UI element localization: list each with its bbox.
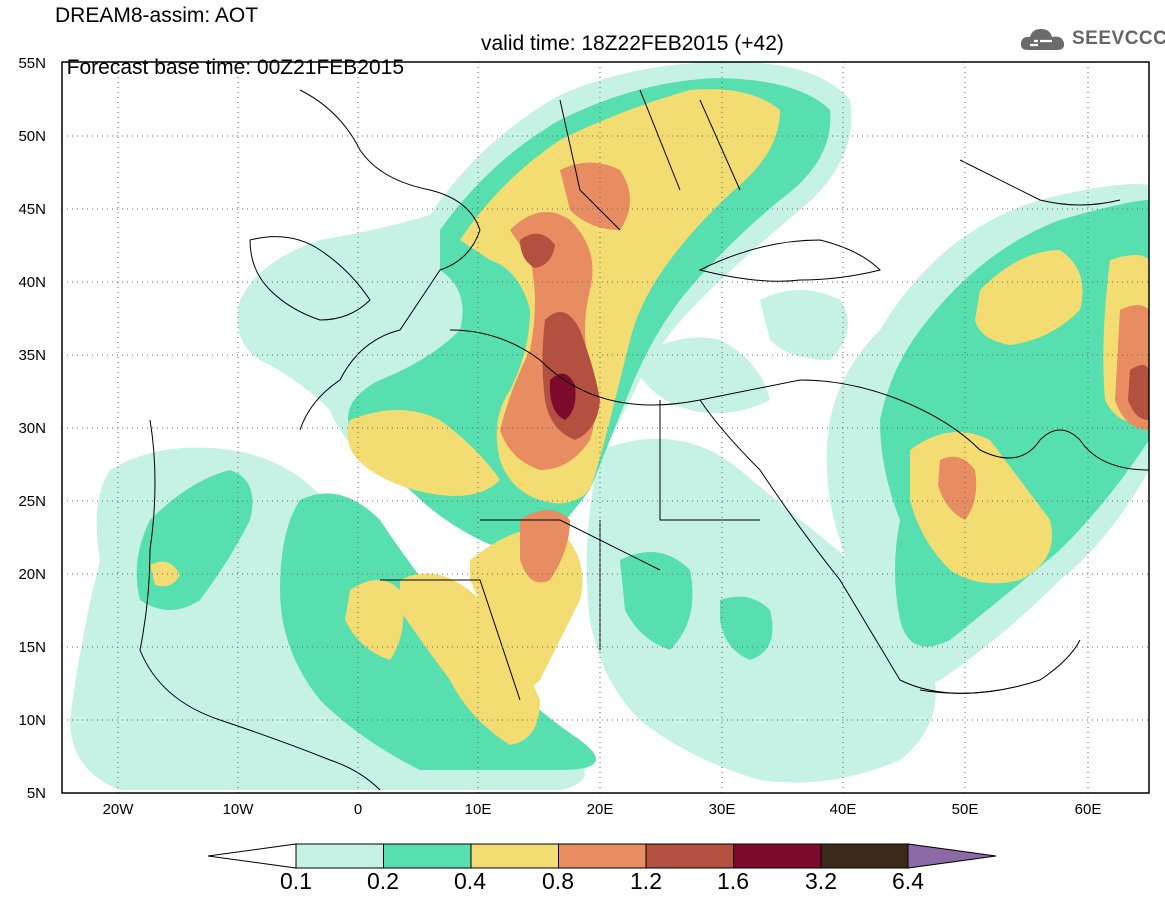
title-line-2: Forecast base time: 00Z21FEB2015 valid t… bbox=[55, 32, 784, 104]
grid bbox=[62, 62, 1149, 793]
lat-tick-label: 15N bbox=[18, 639, 46, 656]
colorbar bbox=[207, 843, 997, 869]
aot-level-1.6 bbox=[549, 373, 576, 420]
lat-tick-label: 10N bbox=[18, 712, 46, 729]
lon-tick-label: 30E bbox=[709, 801, 736, 818]
colorbar-label: 6.4 bbox=[892, 868, 924, 894]
colorbar-label: 0.4 bbox=[454, 868, 486, 894]
colorbar-label: 0.2 bbox=[367, 868, 399, 894]
coastlines bbox=[139, 89, 1149, 791]
title-line-1: DREAM8-assim: AOT bbox=[55, 4, 259, 27]
cloud-icon bbox=[1020, 29, 1065, 50]
lon-tick-label: 20E bbox=[587, 801, 614, 818]
valid-time: valid time: 18Z22FEB2015 (+42) bbox=[481, 32, 784, 55]
lat-axis: 55N 50N 45N 40N 35N 30N 25N 20N 15N 10N … bbox=[18, 55, 46, 802]
colorbar-over-arrow bbox=[907, 843, 997, 869]
colorbar-box bbox=[733, 843, 822, 869]
colorbar-box bbox=[295, 843, 384, 869]
lat-tick-label: 5N bbox=[27, 785, 46, 802]
lon-tick-label: 40E bbox=[830, 801, 857, 818]
lat-tick-label: 55N bbox=[18, 55, 46, 72]
colorbar-box bbox=[383, 843, 472, 869]
lon-tick-label: 20W bbox=[103, 801, 135, 818]
lat-tick-label: 20N bbox=[18, 566, 46, 583]
colorbar-box bbox=[558, 843, 647, 869]
lon-tick-label: 10E bbox=[465, 801, 492, 818]
lat-tick-label: 30N bbox=[18, 420, 46, 437]
lon-tick-label: 0 bbox=[354, 801, 362, 818]
colorbar-label: 0.8 bbox=[542, 868, 574, 894]
colorbar-box bbox=[470, 843, 559, 869]
colorbar-label: 0.1 bbox=[280, 868, 312, 894]
lon-tick-label: 60E bbox=[1075, 801, 1102, 818]
lon-axis: 20W 10W 0 10E 20E 30E 40E 50E 60E bbox=[103, 801, 1102, 818]
colorbar-label: 1.6 bbox=[717, 868, 749, 894]
logo-text: SEEVCCC bbox=[1072, 28, 1165, 49]
aot-field bbox=[70, 62, 1149, 790]
lat-tick-label: 45N bbox=[18, 201, 46, 218]
map-frame bbox=[61, 61, 1150, 794]
lat-tick-label: 25N bbox=[18, 493, 46, 510]
colorbar-label: 3.2 bbox=[805, 868, 837, 894]
lon-tick-label: 50E bbox=[952, 801, 979, 818]
colorbar-box bbox=[820, 843, 909, 869]
colorbar-label: 1.2 bbox=[630, 868, 662, 894]
lat-tick-label: 40N bbox=[18, 274, 46, 291]
colorbar-box bbox=[645, 843, 734, 869]
lat-tick-label: 50N bbox=[18, 128, 46, 145]
colorbar-under-arrow bbox=[207, 843, 297, 869]
lon-tick-label: 10W bbox=[223, 801, 255, 818]
seevccc-logo: SEEVCCC bbox=[1018, 24, 1165, 54]
lat-tick-label: 35N bbox=[18, 347, 46, 364]
